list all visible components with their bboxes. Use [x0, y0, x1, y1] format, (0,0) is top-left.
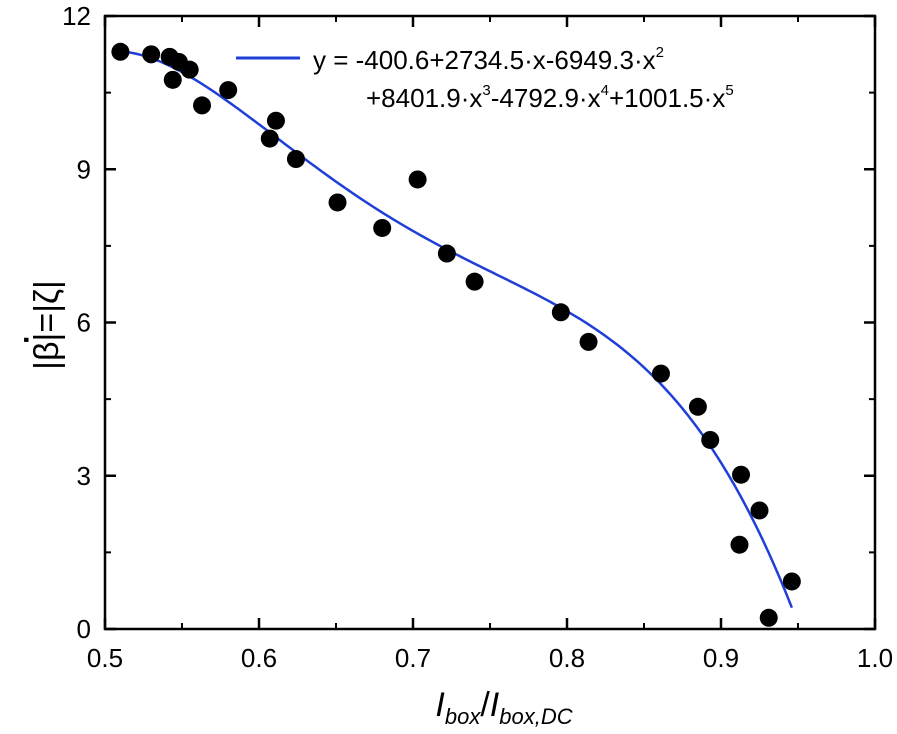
data-point [219, 81, 238, 100]
data-point [730, 535, 749, 554]
y-axis-title-dot: · [10, 334, 43, 344]
x-tick-label: 0.7 [395, 643, 431, 673]
data-point [193, 96, 212, 115]
y-axis-title-text: |β|=|ζ| [28, 280, 66, 370]
data-point [750, 501, 769, 520]
y-tick-label: 6 [77, 308, 91, 338]
y-tick-label: 9 [77, 154, 91, 184]
data-point [551, 303, 570, 322]
data-point [782, 572, 801, 591]
data-point [260, 129, 279, 148]
y-tick-label: 12 [62, 1, 91, 31]
y-tick-label: 0 [77, 614, 91, 644]
x-tick-label: 0.8 [549, 643, 585, 673]
data-point [465, 272, 484, 291]
data-point [111, 42, 130, 61]
x-tick-label: 0.6 [241, 643, 277, 673]
y-axis-title: |β|=|ζ| · [10, 280, 66, 370]
fit-line [120, 50, 794, 609]
data-point [163, 70, 182, 89]
data-point [701, 430, 720, 449]
y-tick-label: 3 [77, 461, 91, 491]
legend: y = -400.6+2734.5·x-6949.3·x2 +8401.9·x3… [236, 44, 734, 113]
x-axis-ticks: 0.5 0.6 0.7 0.8 0.9 1.0 [87, 16, 893, 673]
data-point [688, 397, 707, 416]
data-point [142, 45, 161, 64]
data-point [579, 332, 598, 351]
data-point [373, 218, 392, 237]
data-point [266, 111, 285, 130]
y-axis-ticks: 0 3 6 9 12 [62, 1, 875, 644]
x-tick-label: 1.0 [857, 643, 893, 673]
legend-line-2: +8401.9·x3-4792.9·x4+1001.5·x5 [366, 82, 734, 113]
x-axis-title: Ibox/Ibox,DC [435, 686, 572, 729]
data-point [437, 244, 456, 263]
data-point [732, 465, 751, 484]
x-tick-label: 0.5 [87, 643, 123, 673]
data-point [328, 193, 347, 212]
data-point [286, 150, 305, 169]
data-point [759, 608, 778, 627]
data-points-series [111, 42, 801, 627]
data-point [651, 364, 670, 383]
x-tick-label: 0.9 [703, 643, 739, 673]
fit-line-series [120, 50, 794, 609]
data-point [180, 60, 199, 79]
legend-line-1: y = -400.6+2734.5·x-6949.3·x2 [313, 44, 664, 75]
data-point [408, 170, 427, 189]
